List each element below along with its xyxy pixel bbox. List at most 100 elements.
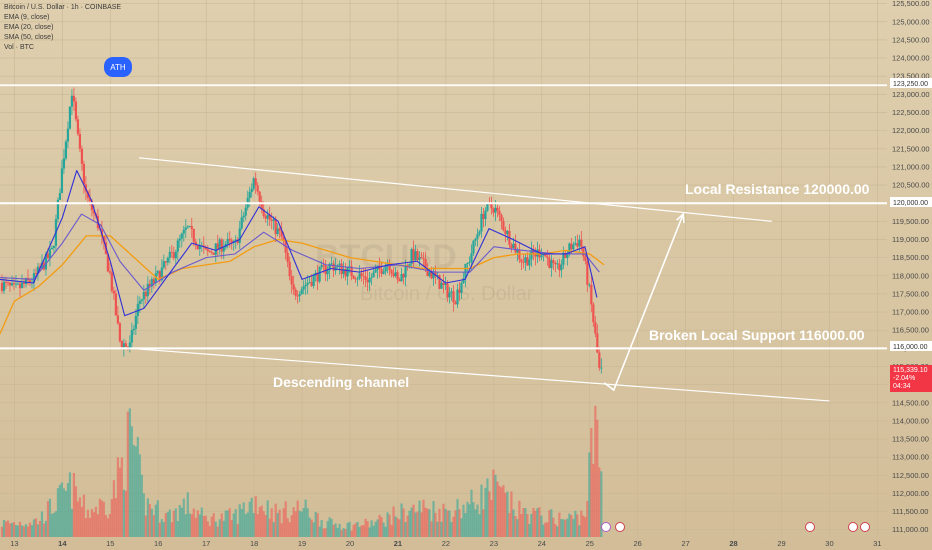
candle-body bbox=[88, 197, 91, 201]
event-markers[interactable] bbox=[601, 522, 870, 532]
volume-bar bbox=[412, 504, 415, 537]
volume-bar bbox=[224, 510, 227, 537]
candle-body bbox=[108, 271, 111, 273]
candle-body bbox=[528, 259, 531, 266]
candle-body bbox=[404, 265, 407, 278]
candle-body bbox=[358, 273, 361, 279]
candle-body bbox=[210, 252, 213, 253]
volume-bar bbox=[532, 507, 535, 537]
candle-body bbox=[380, 268, 383, 274]
candle-body bbox=[370, 277, 373, 279]
candle-body bbox=[332, 263, 335, 271]
candle-body bbox=[536, 249, 539, 257]
volume-bar bbox=[174, 508, 177, 537]
y-tick-label: 121,500.00 bbox=[892, 144, 930, 153]
candle-body bbox=[220, 239, 223, 252]
candle-body bbox=[530, 249, 533, 260]
volume-bar bbox=[106, 518, 109, 537]
volume-bar bbox=[192, 508, 195, 537]
volume-bar bbox=[158, 522, 161, 537]
volume-bar bbox=[204, 515, 207, 537]
legend-sma50[interactable]: SMA (50, close) bbox=[4, 34, 54, 41]
y-tick-label: 116,500.00 bbox=[892, 326, 929, 335]
volume-bar bbox=[328, 517, 331, 537]
volume-bar bbox=[72, 472, 76, 537]
volume-bar bbox=[188, 513, 191, 537]
candle-body bbox=[316, 272, 319, 282]
volume-bar bbox=[2, 519, 6, 537]
candle-body bbox=[428, 271, 431, 277]
candle-body bbox=[346, 266, 349, 277]
candle-body bbox=[170, 251, 173, 253]
volume-bar bbox=[228, 508, 231, 537]
projection-arrow bbox=[603, 213, 684, 392]
volume-bar bbox=[576, 514, 579, 537]
volume-bar bbox=[582, 515, 585, 537]
volume-bar bbox=[546, 522, 549, 537]
volume-bar bbox=[468, 504, 471, 537]
moving-averages bbox=[0, 169, 605, 335]
time-axis[interactable]: 13 14 15 16 17 18 19 20 21 22 23 24 25 26 27 28 29 30 31 bbox=[10, 539, 881, 548]
candle-body bbox=[4, 281, 8, 283]
candle-body bbox=[188, 226, 191, 227]
candle-body bbox=[302, 286, 305, 290]
y-tick-label: 113,000.00 bbox=[892, 453, 929, 462]
volume-bar bbox=[8, 523, 12, 537]
volume-bar bbox=[466, 501, 469, 537]
candle-body bbox=[298, 294, 301, 297]
volume-bar bbox=[486, 478, 489, 537]
volume-bar bbox=[138, 454, 141, 537]
volume-bar bbox=[456, 499, 459, 537]
volume-bar bbox=[42, 523, 46, 537]
legend-ema9[interactable]: EMA (9, close) bbox=[4, 14, 50, 21]
legend-ema20[interactable]: EMA (20, close) bbox=[4, 24, 54, 31]
volume-bar bbox=[200, 507, 203, 537]
volume-bar bbox=[114, 498, 117, 537]
projection-arrowhead bbox=[676, 212, 685, 224]
candle-body bbox=[244, 207, 247, 216]
volume-bar bbox=[554, 524, 557, 537]
horizontal-levels[interactable] bbox=[0, 84, 887, 350]
volume-bar bbox=[26, 526, 30, 537]
candle-body bbox=[68, 106, 72, 129]
volume-bar bbox=[310, 519, 313, 537]
volume-bar bbox=[428, 509, 431, 537]
candle-body bbox=[16, 283, 20, 285]
candle-body bbox=[460, 283, 463, 293]
volume-bar bbox=[534, 510, 537, 537]
candle-body bbox=[40, 262, 44, 269]
candle-body bbox=[476, 234, 479, 239]
candle-body bbox=[388, 263, 391, 271]
legend-volume[interactable]: Vol · BTC bbox=[4, 44, 34, 51]
candle-body bbox=[0, 283, 4, 291]
volume-bar bbox=[180, 507, 183, 537]
candle-body bbox=[524, 257, 527, 263]
candle-body bbox=[130, 330, 133, 343]
volume-bar bbox=[124, 490, 127, 537]
drawings[interactable] bbox=[138, 157, 830, 402]
candle-body bbox=[418, 257, 421, 260]
volume-bar bbox=[104, 514, 107, 537]
volume-bar bbox=[506, 491, 509, 537]
candle-body bbox=[6, 282, 10, 284]
legend-title[interactable]: Bitcoin / U.S. Dollar · 1h · COINBASE bbox=[4, 4, 122, 11]
candle-body bbox=[58, 193, 62, 200]
candle-body bbox=[122, 343, 125, 348]
candle-body bbox=[396, 272, 399, 280]
volume-bar bbox=[480, 484, 483, 537]
candle-body bbox=[568, 243, 571, 255]
candle-body bbox=[408, 263, 411, 268]
candle-body bbox=[548, 257, 551, 268]
candle-body bbox=[430, 271, 433, 279]
ath-label: ATH bbox=[110, 63, 126, 72]
candle-body bbox=[570, 243, 573, 250]
candle-body bbox=[584, 256, 587, 261]
volume-bar bbox=[594, 405, 597, 537]
volume-bar bbox=[128, 408, 131, 537]
volume-bar bbox=[214, 521, 217, 537]
volume-bar bbox=[62, 488, 66, 537]
volume-bar bbox=[342, 528, 345, 537]
volume-bar bbox=[340, 530, 343, 537]
